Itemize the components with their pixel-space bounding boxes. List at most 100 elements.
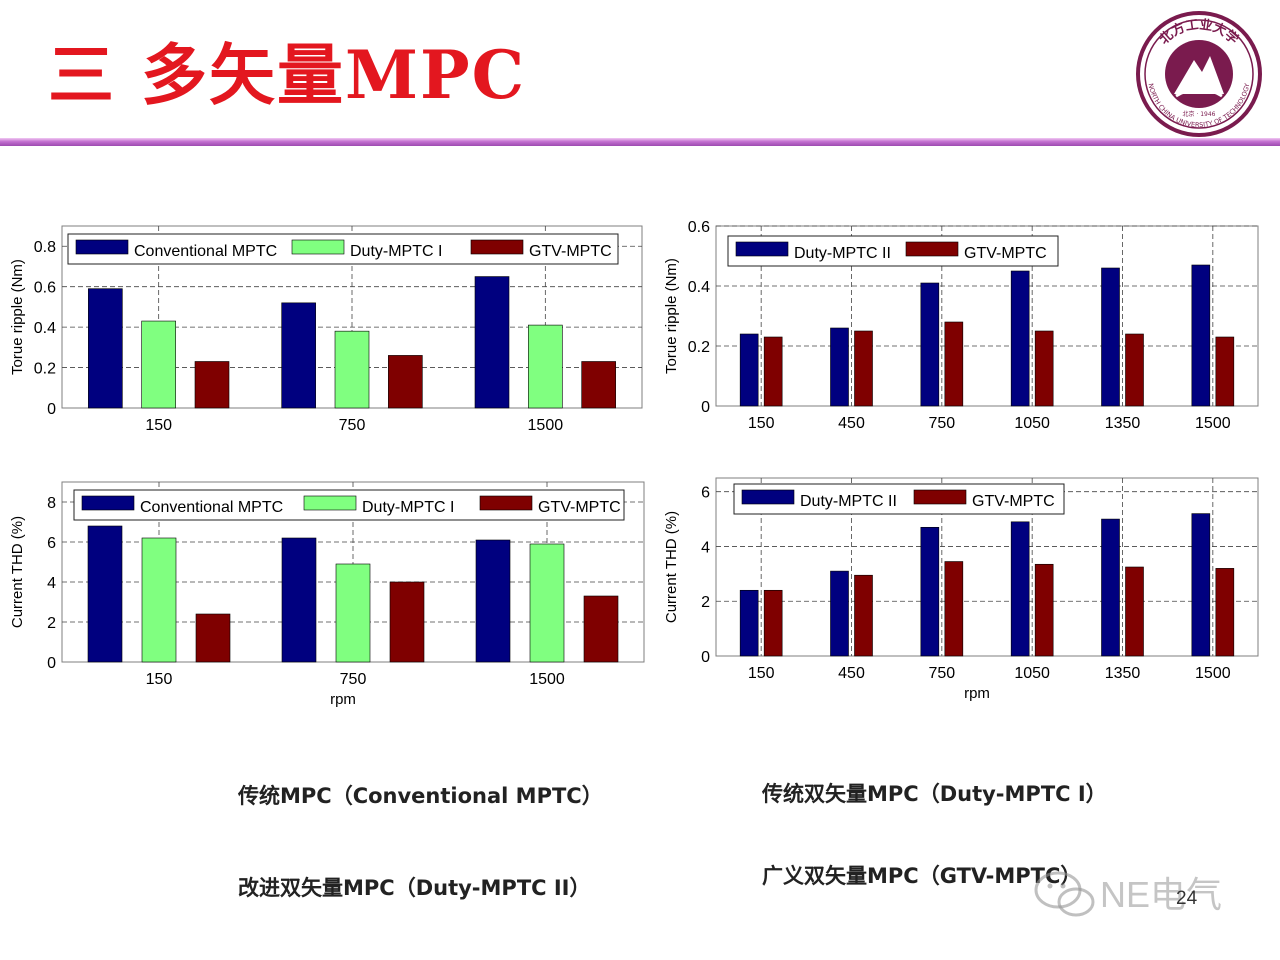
legend-label: Duty-MPTC I: [362, 499, 454, 516]
bar: [88, 288, 123, 409]
bar: [87, 525, 123, 663]
wechat-icon: [1034, 871, 1095, 917]
description-duty1: 传统双矢量MPC（Duty-MPTC I）: [762, 782, 1107, 806]
x-tick-label: 1500: [1195, 665, 1231, 682]
bar: [944, 321, 964, 407]
x-tick-label: 1350: [1105, 665, 1141, 682]
description-gtv: 广义双矢量MPC（GTV-MPTC）: [762, 864, 1082, 888]
legend-swatch: [741, 489, 795, 505]
bar: [1101, 267, 1120, 407]
y-axis-label: Torue ripple (Nm): [663, 258, 680, 374]
bar: [141, 320, 176, 409]
bar: [194, 361, 230, 409]
x-axis-label: rpm: [964, 685, 990, 702]
legend-label: Duty-MPTC II: [794, 245, 891, 262]
bar: [389, 581, 425, 663]
y-axis-label: Current THD (%): [663, 511, 680, 623]
bar: [281, 537, 317, 663]
legend-swatch: [291, 239, 345, 255]
description-duty2: 改进双矢量MPC（Duty-MPTC II）: [238, 876, 591, 900]
y-tick-label: 0: [701, 399, 710, 416]
y-axis-label: Torue ripple (Nm): [9, 259, 26, 375]
y-tick-label: 0.6: [34, 280, 56, 297]
x-tick-label: 750: [928, 665, 955, 682]
bar: [334, 330, 370, 409]
y-tick-label: 0: [701, 649, 710, 666]
legend-swatch: [75, 239, 129, 255]
y-tick-label: 2: [47, 615, 56, 632]
x-tick-label: 1500: [1195, 415, 1231, 432]
bar: [944, 561, 964, 657]
bar: [195, 613, 231, 663]
x-tick-label: 150: [145, 417, 172, 434]
bar: [1010, 521, 1030, 657]
legend-swatch: [735, 241, 789, 257]
bar: [739, 589, 759, 657]
x-tick-label: 150: [748, 665, 775, 682]
y-axis-label: Current THD (%): [9, 516, 26, 628]
bar: [854, 330, 873, 407]
legend-swatch: [303, 495, 357, 511]
bar: [281, 302, 316, 409]
bar: [1034, 330, 1054, 407]
y-tick-label: 0.2: [34, 361, 56, 378]
bar: [581, 361, 616, 409]
legend-label: Duty-MPTC I: [350, 243, 442, 260]
page-number: 24: [1176, 888, 1198, 909]
y-tick-label: 0.2: [688, 339, 710, 356]
header-divider: [0, 138, 1280, 146]
y-tick-label: 0.8: [34, 239, 56, 256]
y-tick-label: 0: [47, 401, 56, 418]
x-tick-label: 750: [928, 415, 955, 432]
x-tick-label: 1500: [529, 671, 565, 688]
bar: [1101, 518, 1120, 657]
legend-label: GTV-MPTC: [529, 243, 612, 260]
x-tick-label: 750: [339, 417, 366, 434]
legend-swatch: [479, 495, 533, 511]
x-tick-label: 1050: [1014, 415, 1050, 432]
bar: [763, 336, 783, 407]
university-logo: 北方工业大学 NORTH CHINA UNIVERSITY OF TECHNOL…: [1136, 11, 1262, 137]
y-tick-label: 8: [47, 495, 56, 512]
bar: [141, 537, 177, 663]
legend-swatch: [81, 495, 135, 511]
legend-label: GTV-MPTC: [964, 245, 1047, 262]
x-tick-label: 150: [748, 415, 775, 432]
chart-current-thd-conventional: 0 2 4 6 8 150 750 1500 Conventional MPTC Duty-MPT…: [9, 481, 645, 708]
x-axis-label: rpm: [330, 691, 356, 708]
legend-label: Duty-MPTC II: [800, 493, 897, 510]
bar: [763, 589, 783, 657]
logo-year: 北京 · 1946: [1183, 110, 1216, 118]
bar: [583, 595, 619, 663]
legend-swatch: [913, 489, 967, 505]
description-conventional: 传统MPC（Conventional MPTC）: [238, 784, 603, 808]
legend-label: Conventional MPTC: [140, 499, 283, 516]
y-tick-label: 0: [47, 655, 56, 672]
slide-title: 三 多矢量MPC: [48, 36, 527, 114]
bar: [474, 276, 510, 409]
bar: [830, 327, 849, 407]
legend-label: Conventional MPTC: [134, 243, 277, 260]
legend-label: GTV-MPTC: [538, 499, 621, 516]
bar: [529, 543, 565, 663]
chart-torque-ripple-duty2: 0 0.2 0.4 0.6 150 450 750 1050 1350 1500 Duty-MPTC…: [663, 219, 1259, 432]
x-tick-label: 450: [838, 665, 865, 682]
y-tick-label: 6: [47, 535, 56, 552]
y-tick-label: 0.4: [688, 279, 710, 296]
y-tick-label: 4: [701, 539, 710, 556]
bar: [1010, 270, 1030, 407]
y-tick-label: 0.6: [688, 219, 710, 236]
bar: [920, 282, 940, 407]
watermark-text: NE电气: [1100, 874, 1223, 915]
bar: [1215, 568, 1235, 657]
bar: [1034, 563, 1054, 657]
bar: [854, 574, 873, 657]
bar: [739, 333, 759, 407]
chart-torque-ripple-conventional: 0 0.2 0.4 0.6 0.8 150 750 1500 Conventional MPTC…: [9, 225, 643, 434]
x-tick-label: 750: [340, 671, 367, 688]
bar: [335, 563, 371, 663]
bar: [920, 526, 940, 657]
legend-swatch: [905, 241, 959, 257]
x-tick-label: 1050: [1014, 665, 1050, 682]
y-tick-label: 0.4: [34, 320, 56, 337]
